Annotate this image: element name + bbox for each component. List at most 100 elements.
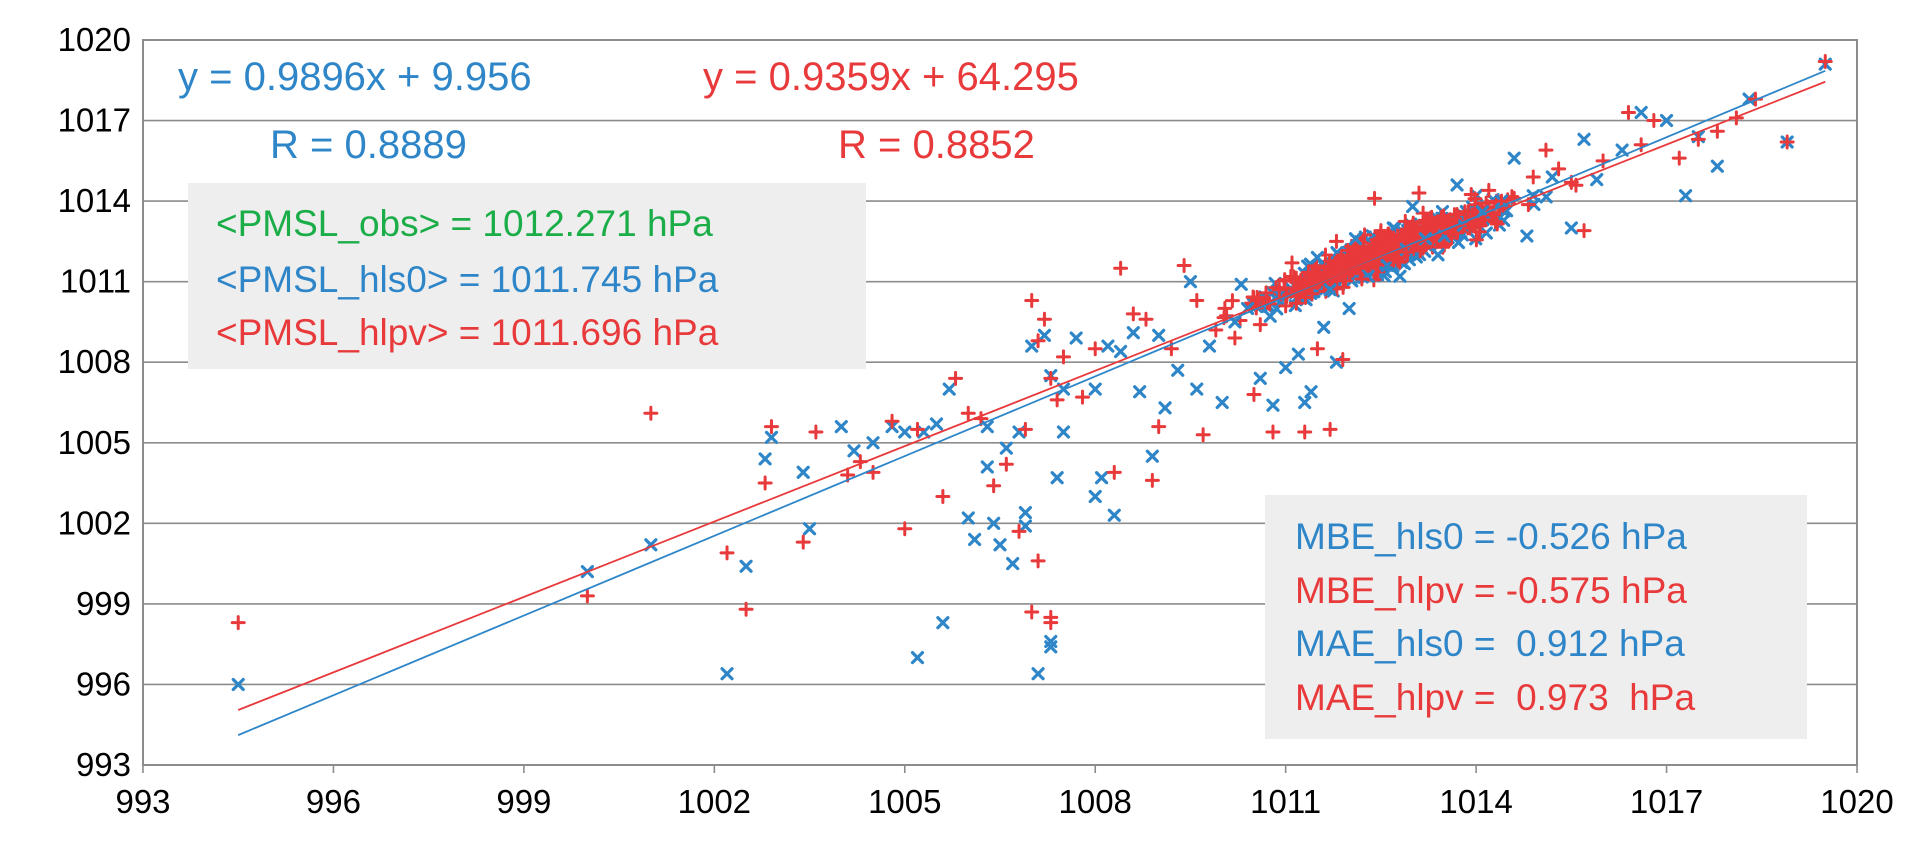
data-point-hlpv	[1304, 286, 1320, 302]
data-point-hls0	[942, 382, 956, 396]
data-point-hlpv	[1113, 260, 1129, 276]
data-point-hls0	[1564, 221, 1578, 235]
data-point-hlpv	[1224, 293, 1240, 309]
data-point-hlpv	[1779, 134, 1795, 150]
data-point-hls0	[1634, 105, 1648, 120]
data-point-hls0	[764, 430, 779, 445]
data-point-hlpv	[1487, 214, 1503, 230]
data-point-hlpv	[1328, 233, 1344, 249]
data-point-hlpv	[1525, 169, 1541, 185]
data-point-hls0	[231, 677, 245, 692]
data-point-hls0	[1590, 173, 1604, 187]
scatter-marks	[230, 53, 1833, 692]
data-point-hls0	[847, 444, 861, 458]
data-point-hls0	[1069, 331, 1083, 345]
data-point-hlpv	[1551, 161, 1567, 177]
data-point-hlpv	[1335, 279, 1351, 295]
data-point-hls0	[1431, 248, 1445, 262]
r-value-hlpv: R = 0.8852	[838, 123, 1035, 167]
data-point-hls0	[1520, 229, 1534, 243]
data-point-hls0	[1298, 395, 1312, 410]
x-tick-label: 1014	[1439, 783, 1512, 820]
equation-hlpv: y = 0.9359x + 64.295	[703, 55, 1079, 99]
mbe-hlpv-label: MBE_hlpv = -0.575 hPa	[1295, 570, 1687, 611]
data-point-hlpv	[1030, 333, 1046, 349]
data-point-hlpv	[1367, 190, 1383, 206]
data-point-hls0	[802, 522, 817, 536]
data-point-hlpv	[1030, 553, 1046, 569]
y-tick-label: 1017	[58, 102, 131, 139]
data-point-hlpv	[1195, 427, 1211, 443]
data-point-hls0	[1348, 232, 1363, 246]
data-point-hls0	[910, 650, 925, 665]
data-point-hlpv	[1176, 258, 1192, 274]
data-point-hlpv	[719, 545, 735, 561]
data-point-hlpv	[1316, 267, 1332, 283]
data-point-hlpv	[1265, 424, 1281, 440]
regression-lines	[237, 69, 1826, 736]
mean-box-background	[188, 183, 866, 369]
x-tick-label: 1011	[1250, 783, 1321, 820]
data-point-hlpv	[1481, 182, 1497, 198]
data-point-hlpv	[1189, 292, 1205, 308]
data-point-hlpv	[1671, 150, 1687, 166]
data-point-hlpv	[1138, 311, 1154, 327]
data-point-hlpv	[1017, 421, 1033, 437]
data-point-hls0	[1133, 385, 1147, 399]
mean-values-box: <PMSL_obs> = 1012.271 hPa <PMSL_hls0> = …	[188, 183, 866, 369]
data-point-hlpv	[1347, 247, 1363, 263]
data-point-hls0	[1266, 398, 1280, 412]
data-point-hlpv	[1335, 352, 1351, 368]
data-point-hlpv	[1538, 142, 1554, 158]
data-point-hlpv	[935, 488, 951, 504]
data-point-hls0	[1310, 250, 1325, 265]
data-point-hlpv	[643, 405, 659, 421]
data-point-hls0	[1088, 489, 1102, 504]
y-tick-label: 1014	[58, 182, 131, 219]
data-point-hlpv	[230, 615, 246, 631]
data-point-hlpv	[1277, 273, 1293, 289]
data-point-hls0	[1171, 363, 1185, 377]
data-point-hlpv	[1595, 153, 1611, 169]
data-point-hls0	[1291, 347, 1305, 361]
x-tick-label: 1020	[1820, 783, 1893, 820]
data-point-hls0	[1126, 326, 1140, 340]
data-point-hlpv	[763, 419, 779, 435]
data-point-hls0	[1479, 226, 1493, 240]
data-point-hlpv	[1409, 219, 1425, 235]
data-point-hls0	[1304, 385, 1318, 399]
data-point-hlpv	[738, 601, 754, 617]
data-point-hlpv	[1424, 209, 1440, 225]
data-point-hlpv	[1011, 523, 1027, 539]
data-point-hlpv	[1368, 244, 1384, 260]
data-point-hlpv	[1449, 207, 1465, 223]
data-point-hls0	[1018, 519, 1032, 533]
data-point-hls0	[834, 420, 848, 434]
data-point-hls0	[1678, 189, 1693, 203]
data-point-hlpv	[1227, 330, 1243, 346]
data-point-hlpv	[1373, 223, 1389, 239]
data-point-hls0	[1044, 634, 1058, 649]
data-point-hls0	[1450, 178, 1464, 192]
data-point-hlpv	[1106, 464, 1122, 480]
data-point-hlpv	[948, 370, 964, 386]
data-point-hlpv	[795, 534, 811, 550]
data-point-hls0	[898, 425, 912, 439]
plot-frame	[142, 39, 1858, 766]
data-point-hls0	[1577, 132, 1591, 146]
data-point-hls0	[1056, 425, 1071, 439]
data-point-hls0	[1037, 328, 1052, 342]
regression-line-hls0	[237, 69, 1826, 736]
y-tick-label: 999	[76, 585, 131, 622]
data-point-hls0	[1380, 258, 1394, 273]
data-point-hls0	[936, 616, 950, 630]
data-point-hlpv	[1646, 113, 1662, 129]
data-point-hls0	[796, 465, 810, 479]
data-point-hls0	[961, 511, 975, 525]
data-point-hlpv	[1024, 292, 1040, 308]
data-point-hls0	[1215, 395, 1229, 410]
data-point-hlpv	[865, 464, 881, 480]
data-point-hls0	[1190, 382, 1204, 396]
data-point-hlpv	[1690, 131, 1706, 147]
data-point-hlpv	[1468, 215, 1484, 231]
